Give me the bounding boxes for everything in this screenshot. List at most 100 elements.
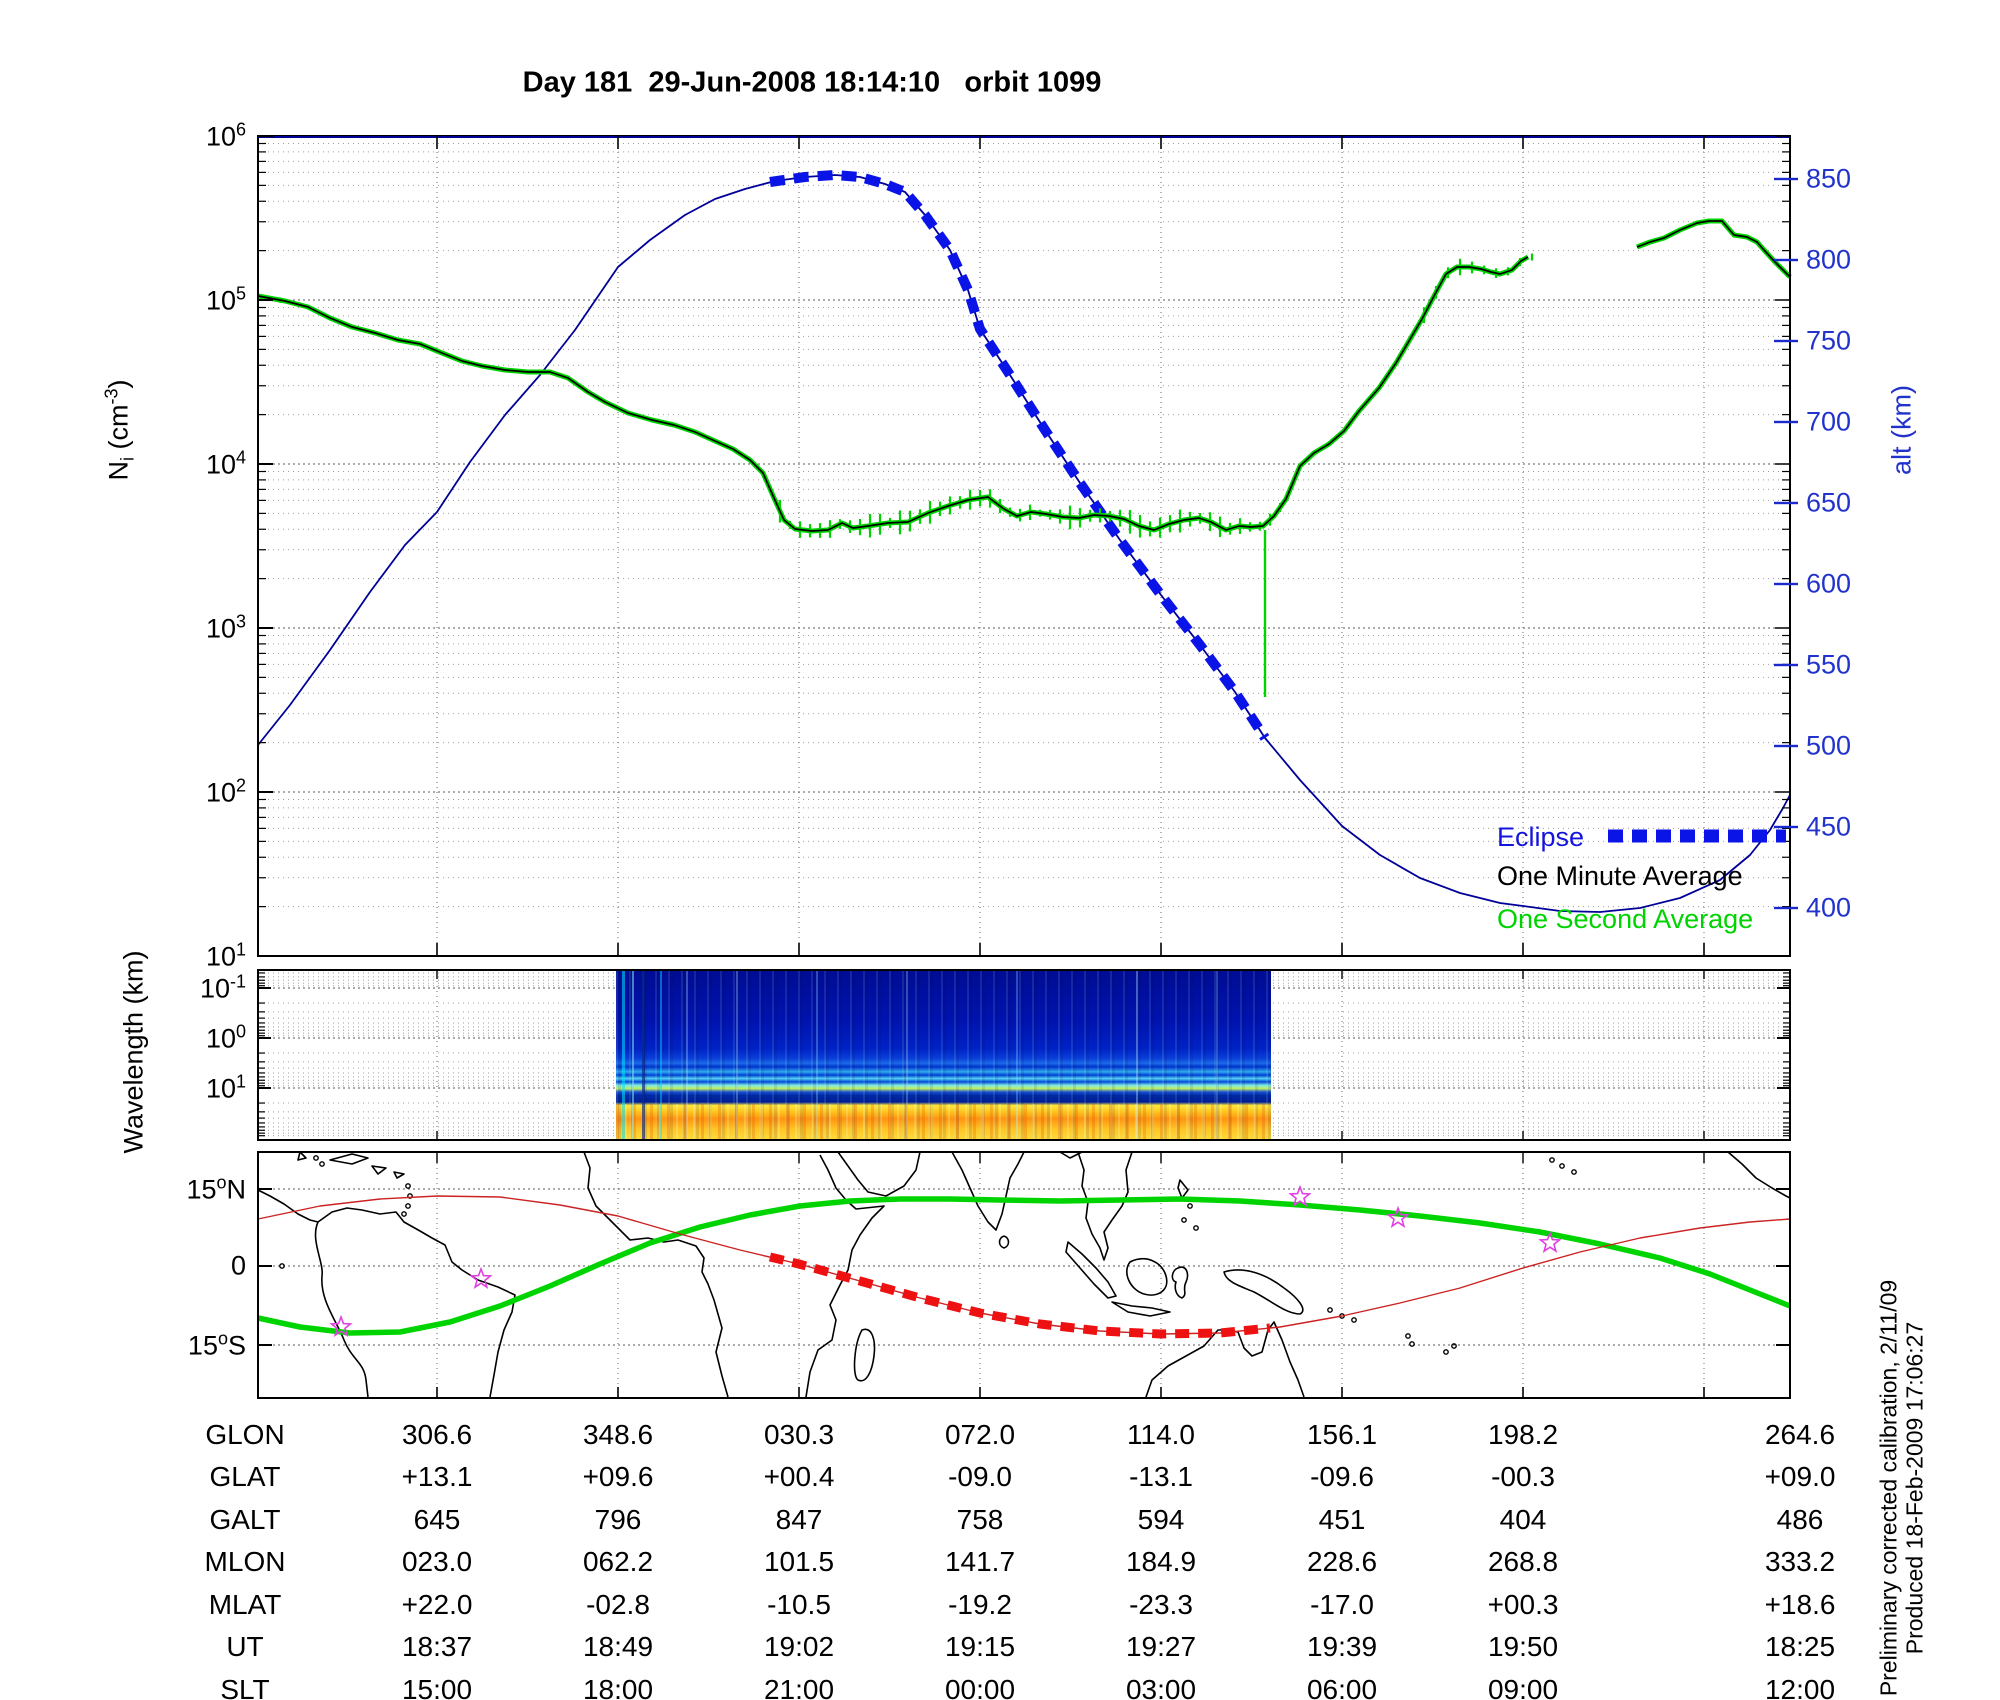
table-cell: -13.1 bbox=[1129, 1461, 1193, 1492]
table-row-label: UT bbox=[226, 1631, 264, 1662]
star-icon bbox=[329, 1314, 353, 1337]
island-dot bbox=[407, 1193, 413, 1199]
table-row-label: MLAT bbox=[208, 1589, 282, 1620]
coastline bbox=[1171, 1266, 1189, 1299]
coastline bbox=[837, 1151, 921, 1197]
ni-tick-label: 101 bbox=[205, 939, 246, 972]
alt-tick-label: 500 bbox=[1806, 730, 1852, 761]
table-cell: +22.0 bbox=[401, 1589, 473, 1620]
coastline bbox=[329, 1153, 369, 1165]
table-cell: 306.6 bbox=[401, 1419, 473, 1450]
table-cell: -17.0 bbox=[1310, 1589, 1374, 1620]
coastline bbox=[393, 1171, 405, 1179]
spectrogram-streak bbox=[816, 971, 818, 1139]
coastline bbox=[1065, 1241, 1117, 1299]
table-cell: +00.3 bbox=[1487, 1589, 1559, 1620]
spectrogram-streak bbox=[736, 971, 738, 1139]
table-cell: 114.0 bbox=[1127, 1419, 1195, 1450]
coastline bbox=[805, 1154, 885, 1398]
alt-tick-label: 450 bbox=[1806, 811, 1852, 842]
table-cell: 03:00 bbox=[1125, 1674, 1197, 1700]
side-note-calibration: Preliminary corrected calibration, 2/11/… bbox=[1875, 1279, 1902, 1697]
altitude-curve bbox=[257, 174, 1791, 913]
island-dot bbox=[1327, 1307, 1333, 1313]
latitude-tick-label: 15oS bbox=[187, 1328, 246, 1361]
alt-tick-label: 750 bbox=[1806, 325, 1852, 356]
coastline bbox=[1223, 1269, 1304, 1315]
table-cell: 18:49 bbox=[582, 1631, 654, 1662]
legend-item-one-minute-average: One Minute Average bbox=[1497, 861, 1743, 891]
table-cell: 184.9 bbox=[1125, 1546, 1197, 1577]
panel-frames bbox=[257, 135, 1791, 1399]
legend-item-eclipse: Eclipse bbox=[1497, 822, 1585, 852]
table-cell: 19:39 bbox=[1306, 1631, 1378, 1662]
table-cell: 348.6 bbox=[582, 1419, 654, 1450]
table-cell: 228.6 bbox=[1306, 1546, 1378, 1577]
island-dot bbox=[1451, 1343, 1457, 1349]
ni-tick-label: 104 bbox=[205, 447, 246, 480]
table-cell: 15:00 bbox=[401, 1674, 473, 1700]
table-cell: 023.0 bbox=[401, 1546, 473, 1577]
table-cell: -10.5 bbox=[767, 1589, 831, 1620]
table-row-label: SLT bbox=[220, 1674, 270, 1700]
island-dot bbox=[405, 1183, 411, 1189]
table-cell: +00.4 bbox=[763, 1461, 835, 1492]
table-cell: 198.2 bbox=[1487, 1419, 1559, 1450]
coastline bbox=[314, 1221, 369, 1398]
coastline bbox=[853, 1328, 876, 1382]
coastline bbox=[297, 1151, 307, 1161]
table-cell: 19:02 bbox=[763, 1631, 835, 1662]
wavelength-tick-label: 101 bbox=[205, 1071, 246, 1104]
table-cell: 141.7 bbox=[944, 1546, 1016, 1577]
world-map bbox=[257, 1151, 1792, 1398]
table-cell: -02.8 bbox=[586, 1589, 650, 1620]
coastline bbox=[257, 1189, 319, 1223]
eclipse-dashes-curve bbox=[769, 170, 1270, 741]
coastline bbox=[1126, 1258, 1168, 1296]
table-cell: 12:00 bbox=[1764, 1674, 1836, 1700]
island-dot bbox=[1405, 1333, 1411, 1339]
spectrogram-streak bbox=[906, 971, 908, 1139]
table-cell: +09.0 bbox=[1764, 1461, 1836, 1492]
table-cell: -09.6 bbox=[1310, 1461, 1374, 1492]
spectrogram-image bbox=[616, 971, 1271, 1139]
coastline bbox=[1727, 1151, 1791, 1199]
alt-tick-label: 550 bbox=[1806, 649, 1852, 680]
table-cell: 18:25 bbox=[1764, 1631, 1836, 1662]
island-dot bbox=[1351, 1317, 1357, 1323]
island-dot bbox=[1181, 1217, 1187, 1223]
axis-ticks bbox=[258, 135, 1798, 1398]
island-dot bbox=[1187, 1203, 1193, 1209]
island-dot bbox=[313, 1155, 319, 1161]
alt-tick-label: 700 bbox=[1806, 406, 1852, 437]
spectrogram-streak bbox=[1216, 971, 1218, 1139]
table-cell: 333.2 bbox=[1764, 1546, 1836, 1577]
table-cell: 18:00 bbox=[582, 1674, 654, 1700]
satellite-ground-track bbox=[257, 1195, 1791, 1335]
table-row-label: GLAT bbox=[209, 1461, 281, 1492]
table-row-label: GLON bbox=[205, 1419, 285, 1450]
island-dot bbox=[1559, 1163, 1565, 1169]
spectrogram-streak bbox=[1016, 971, 1018, 1139]
table-row-label: GALT bbox=[209, 1504, 281, 1535]
table-cell: 156.1 bbox=[1306, 1419, 1378, 1450]
table-cell: 062.2 bbox=[582, 1546, 654, 1577]
table-cell: -23.3 bbox=[1129, 1589, 1193, 1620]
spectrogram-frame bbox=[257, 969, 1791, 1141]
map-frame bbox=[257, 1151, 1791, 1399]
table-cell: 18:37 bbox=[401, 1631, 473, 1662]
table-cell: +18.6 bbox=[1764, 1589, 1836, 1620]
island-dot bbox=[1571, 1169, 1577, 1175]
island-dot bbox=[1193, 1225, 1199, 1231]
table-cell: 645 bbox=[413, 1504, 461, 1535]
table-cell: 264.6 bbox=[1764, 1419, 1836, 1450]
side-note-produced: Produced 18-Feb-2009 17:06:27 bbox=[1901, 1321, 1928, 1655]
ni-tick-label: 103 bbox=[205, 611, 246, 644]
page-title: Day 181 29-Jun-2008 18:14:10 orbit 1099 bbox=[522, 66, 1102, 99]
island-dot bbox=[279, 1263, 285, 1269]
y-axis-label-wavelength: Wavelength (km) bbox=[118, 950, 149, 1154]
coastline bbox=[371, 1165, 387, 1175]
table-cell: 072.0 bbox=[944, 1419, 1016, 1450]
alt-tick-label: 850 bbox=[1806, 163, 1852, 194]
